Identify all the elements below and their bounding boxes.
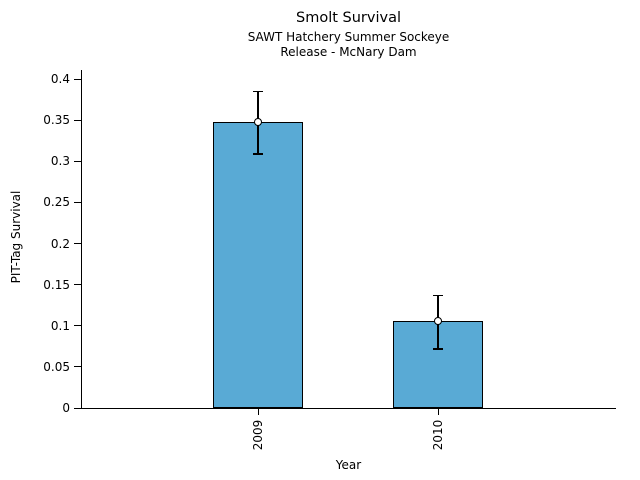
bar-2010 — [393, 320, 483, 408]
y-tick-label: 0.35 — [43, 113, 70, 128]
x-tick-label: 2010 — [431, 419, 445, 451]
error-bar-cap-bottom — [433, 348, 443, 350]
y-axis-label: PIT-Tag Survival — [9, 190, 23, 284]
y-tick-mark — [74, 284, 81, 286]
bar-2009 — [213, 121, 303, 408]
x-tick-mark — [257, 408, 259, 415]
y-tick-label: 0.3 — [50, 154, 70, 169]
chart-subtitle-line1: SAWT Hatchery Summer Sockeye — [247, 30, 450, 44]
chart-subtitle-line2: Release - McNary Dam — [280, 45, 417, 59]
y-tick-mark — [74, 407, 81, 409]
y-tick-label: 0.05 — [43, 359, 70, 374]
x-tick-mark — [437, 408, 439, 415]
y-tick-mark — [74, 78, 81, 80]
y-tick-label: 0.4 — [50, 72, 70, 86]
y-tick-mark — [74, 201, 81, 203]
y-tick-label: 0.15 — [43, 277, 70, 292]
y-tick-mark — [74, 243, 81, 244]
y-tick-label: 0.2 — [50, 236, 70, 251]
y-tick-mark — [74, 119, 81, 121]
y-tick-mark — [74, 325, 81, 327]
error-bar-cap-bottom — [253, 153, 263, 155]
y-tick-label: 0.25 — [43, 195, 70, 210]
chart-title: Smolt Survival — [296, 10, 401, 26]
x-tick-label: 2009 — [251, 419, 265, 451]
error-bar-cap-top — [253, 90, 263, 93]
y-tick-mark — [74, 366, 81, 368]
data-point-marker — [254, 117, 262, 126]
y-tick-mark — [74, 160, 81, 162]
y-tick-label: 0.1 — [50, 318, 70, 333]
error-bar-cap-top — [433, 294, 443, 297]
data-point-marker — [434, 316, 442, 325]
x-axis-label: Year — [335, 458, 362, 472]
y-tick-label: 0 — [62, 401, 70, 415]
y-axis-line — [81, 70, 82, 408]
x-axis-line — [81, 408, 616, 409]
